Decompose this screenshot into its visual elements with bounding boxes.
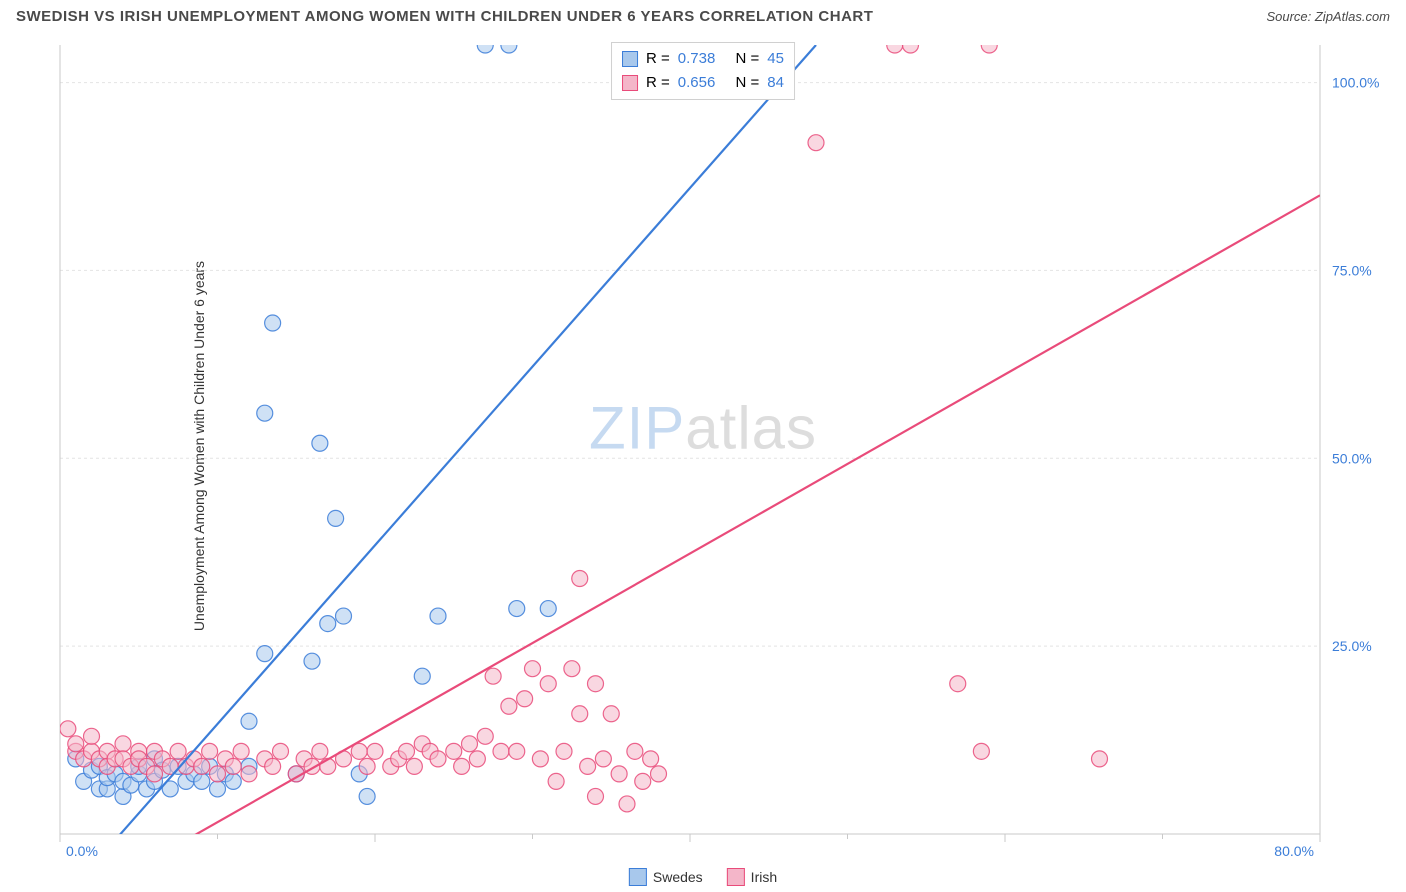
legend-item-swedes: Swedes [629,868,703,886]
legend-swatch-swedes [629,868,647,886]
svg-text:50.0%: 50.0% [1332,450,1372,466]
legend-bottom: Swedes Irish [629,868,777,886]
r-label: R = [646,47,670,71]
stats-row-swedes: R = 0.738 N = 45 [622,47,784,71]
svg-text:80.0%: 80.0% [1274,843,1314,859]
n-label: N = [736,47,760,71]
legend-label-swedes: Swedes [653,869,703,885]
svg-text:0.0%: 0.0% [66,843,98,859]
legend-item-irish: Irish [727,868,777,886]
svg-text:75.0%: 75.0% [1332,262,1372,278]
chart-area: 25.0% 50.0% 75.0% 100.0% 0.0% 80.0% [50,40,1390,862]
swatch-irish [622,75,638,91]
stats-row-irish: R = 0.656 N = 84 [622,71,784,95]
stats-legend-box: R = 0.738 N = 45 R = 0.656 N = 84 [611,42,795,100]
r-label: R = [646,71,670,95]
n-value-swedes: 45 [767,47,784,71]
swatch-swedes [622,51,638,67]
legend-swatch-irish [727,868,745,886]
n-label: N = [736,71,760,95]
legend-label-irish: Irish [751,869,777,885]
svg-text:100.0%: 100.0% [1332,75,1379,91]
r-value-swedes: 0.738 [678,47,716,71]
r-value-irish: 0.656 [678,71,716,95]
n-value-irish: 84 [767,71,784,95]
chart-title: SWEDISH VS IRISH UNEMPLOYMENT AMONG WOME… [16,8,873,25]
source-attribution: Source: ZipAtlas.com [1266,9,1390,24]
svg-text:25.0%: 25.0% [1332,638,1372,654]
scatter-chart: 25.0% 50.0% 75.0% 100.0% 0.0% 80.0% [50,40,1390,862]
